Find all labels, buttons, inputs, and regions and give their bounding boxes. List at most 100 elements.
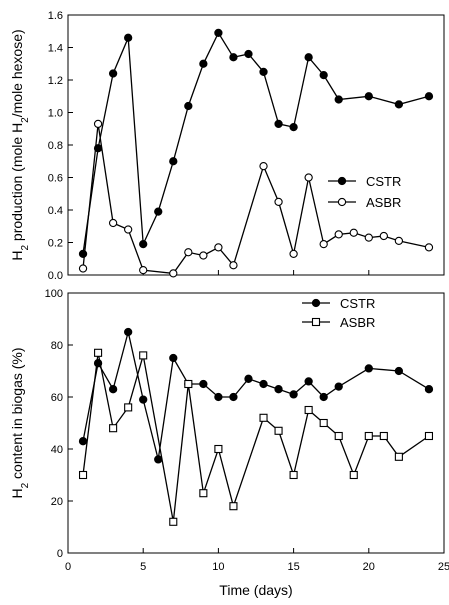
x-tick-label: 10 — [212, 561, 224, 573]
data-point — [289, 390, 298, 399]
data-point — [424, 385, 434, 394]
data-point — [259, 67, 268, 77]
data-point — [349, 228, 358, 237]
data-point — [289, 470, 298, 480]
data-point — [334, 431, 343, 441]
data-point — [319, 392, 328, 402]
legend-marker — [311, 317, 321, 327]
data-point — [154, 455, 163, 464]
x-tick-label: 25 — [438, 561, 449, 573]
series-asbr — [78, 119, 434, 278]
data-point — [184, 248, 193, 257]
data-point — [108, 218, 118, 228]
data-point — [394, 100, 404, 109]
data-point — [259, 161, 268, 171]
y-tick-label: 100 — [45, 288, 63, 300]
x-tick-label: 15 — [287, 561, 299, 573]
data-point — [214, 392, 223, 402]
data-point — [78, 264, 88, 273]
y-tick-label: 0.0 — [48, 270, 63, 282]
data-point — [289, 122, 298, 132]
y-tick-label: 1.4 — [48, 43, 63, 55]
data-point — [214, 444, 223, 454]
y-axis-label: H2 content in biogas (%) — [9, 347, 31, 498]
data-point — [289, 249, 298, 259]
legend-label: CSTR — [340, 296, 375, 311]
data-point — [78, 437, 88, 446]
data-point — [214, 243, 223, 252]
data-point — [364, 233, 373, 242]
data-point — [394, 366, 404, 376]
data-point — [108, 69, 118, 78]
data-point — [334, 382, 343, 391]
data-point — [94, 348, 103, 357]
data-point — [124, 403, 133, 412]
series-line — [82, 31, 430, 254]
data-point — [169, 157, 178, 166]
data-point — [124, 33, 133, 42]
data-point — [139, 265, 148, 275]
y-tick-label: 60 — [51, 392, 63, 404]
y-axis-label: H2 production (mole H2/mole hexose) — [9, 29, 31, 260]
data-point — [319, 70, 328, 80]
data-point — [184, 101, 193, 111]
series-cstr — [78, 327, 434, 464]
x-tick-label: 20 — [363, 561, 375, 573]
data-point — [78, 470, 88, 480]
data-point — [184, 379, 193, 389]
data-point — [244, 374, 253, 383]
plot-frame — [67, 292, 445, 554]
x-tick-label: 5 — [140, 561, 146, 573]
data-point — [139, 351, 148, 360]
legend-marker — [311, 298, 321, 308]
y-tick-label: 0.2 — [48, 238, 63, 250]
x-tick-label: 0 — [65, 561, 71, 573]
y-tick-label: 0 — [57, 548, 63, 560]
data-point — [214, 28, 223, 38]
series-asbr — [78, 348, 434, 526]
data-point — [229, 261, 238, 270]
data-point — [274, 385, 283, 394]
y-tick-label: 0.8 — [48, 140, 63, 152]
data-point — [154, 207, 163, 216]
legend-marker — [337, 197, 347, 207]
data-point — [304, 405, 313, 415]
data-point — [274, 426, 283, 435]
data-point — [139, 395, 148, 404]
data-point — [394, 236, 404, 246]
legend: CSTR ASBR — [302, 296, 375, 330]
data-point — [364, 431, 373, 441]
data-point — [274, 197, 283, 207]
data-point — [364, 364, 373, 373]
y-tick-label: 80 — [51, 340, 63, 352]
series-line — [82, 352, 430, 522]
y-tick-label: 1.0 — [48, 108, 63, 120]
data-point — [199, 59, 208, 68]
y-tick-label: 1.2 — [48, 75, 63, 87]
data-point — [169, 353, 178, 363]
data-point — [259, 413, 268, 422]
data-point — [93, 119, 103, 129]
data-point — [139, 239, 148, 249]
data-point — [259, 379, 268, 389]
legend-marker — [337, 176, 347, 186]
data-point — [229, 502, 238, 511]
data-point — [304, 53, 313, 62]
data-point — [124, 225, 133, 234]
data-point — [244, 49, 253, 59]
panel-1: 0.0 0.2 0.4 0.6 0.8 1.0 1.2 1.4 1.6 H2 production… — [9, 10, 445, 282]
data-point — [334, 95, 343, 104]
data-point — [304, 377, 313, 386]
data-point — [304, 173, 313, 182]
data-point — [334, 230, 343, 239]
y-tick-label: 40 — [51, 444, 63, 456]
data-point — [199, 251, 208, 260]
data-point — [199, 379, 208, 389]
data-point — [169, 517, 178, 526]
data-point — [424, 92, 434, 101]
data-point — [229, 53, 238, 62]
panel-2: 0 20 40 60 80 100 0 5 10 15 20 25 Time (days) H2 cont… — [9, 288, 449, 598]
legend-label: CSTR — [366, 174, 401, 189]
y-tick-label: 20 — [51, 496, 63, 508]
legend: CSTR ASBR — [328, 174, 401, 210]
